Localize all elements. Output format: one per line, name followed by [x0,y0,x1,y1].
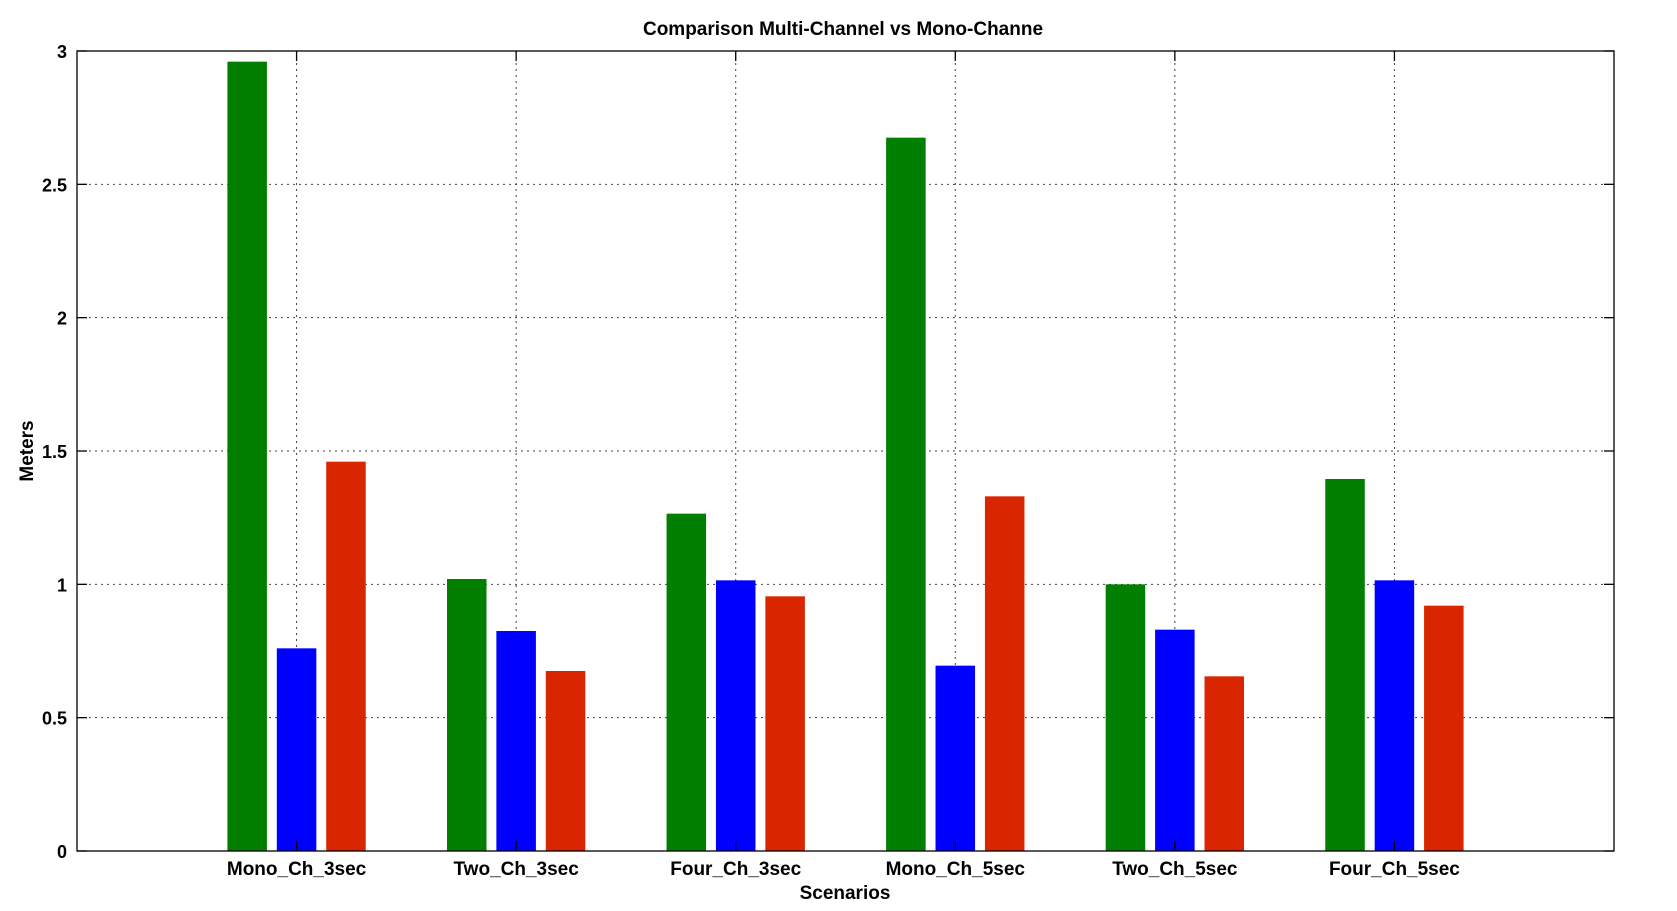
y-tick-label: 1.5 [42,442,67,462]
bar [276,648,317,851]
bar [545,671,586,851]
x-tick-label: Four_Ch_3sec [670,859,801,880]
bar [1374,580,1415,851]
y-tick-label: 2.5 [42,175,67,195]
x-tick-label: Two_Ch_5sec [1112,859,1238,880]
x-tick-label: Two_Ch_3sec [453,859,579,880]
y-tick-label: 3 [57,42,67,62]
bar [227,61,267,851]
bar [715,580,756,851]
bar [984,496,1025,851]
bar [765,596,805,851]
x-tick-label: Four_Ch_5sec [1329,859,1460,880]
bar [1155,629,1195,851]
y-tick-label: 0.5 [42,709,67,729]
chart-title: Comparison Multi-Channel vs Mono-Channe [643,19,1043,40]
y-tick-label: 1 [57,575,67,595]
bar [1325,479,1365,851]
bars [227,61,1464,851]
y-tick-label: 0 [57,842,67,862]
bar [1424,605,1464,851]
y-tick-label: 2 [57,309,67,329]
axis-ticks [77,50,1614,852]
bar [496,631,536,851]
bar [935,665,976,851]
x-axis-label: Scenarios [800,883,891,904]
bar [446,579,487,851]
bar [1105,584,1146,851]
bar [886,137,926,851]
bar [666,513,707,851]
x-tick-label: Mono_Ch_3sec [227,859,367,880]
x-tick-label: Mono_Ch_5sec [886,859,1026,880]
bar [1204,676,1245,851]
tick-labels: 0 0.5 1 1.5 2 2.5 3 Mono_Ch_3sec Two_Ch_3sec Four… [42,42,1460,880]
bar [326,461,366,851]
y-axis-label: Meters [17,420,38,481]
